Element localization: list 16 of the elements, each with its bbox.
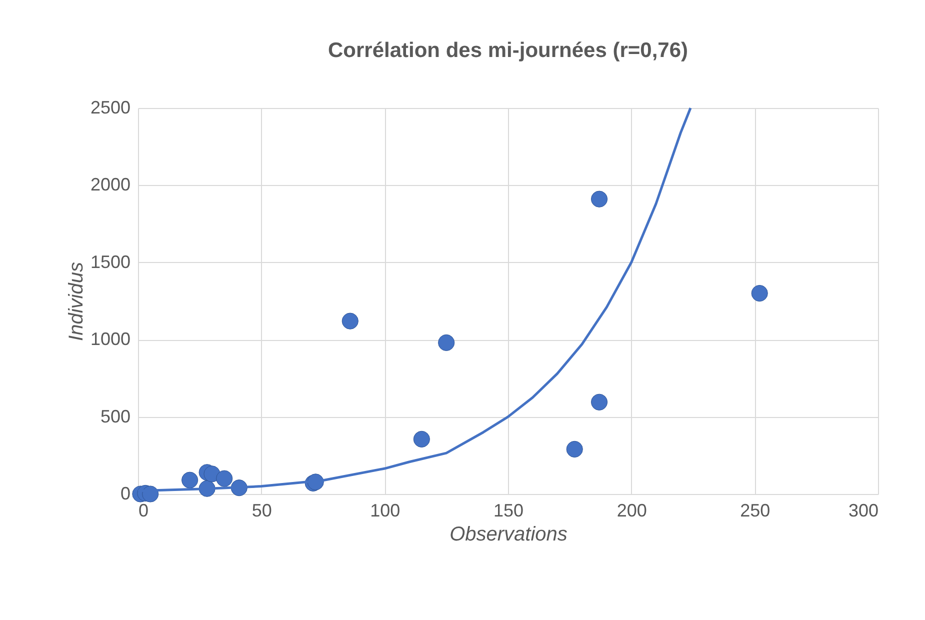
x-tick-label: 100 [370,500,400,520]
x-tick-label: 50 [252,500,272,520]
chart-title: Corrélation des mi-journées (r=0,76) [328,39,688,62]
y-tick-label: 2000 [90,174,130,195]
x-tick-label: 250 [740,500,770,520]
y-tick-label: 1000 [90,329,130,350]
x-axis-title: Observations [450,524,568,546]
y-axis-title: Individus [65,262,88,341]
x-tick-label: 300 [848,500,878,520]
y-tick-label: 1500 [90,252,130,272]
x-tick-label: 0 [138,500,149,520]
x-tick-label: 200 [616,500,647,520]
x-tick-label: 150 [493,500,524,520]
y-tick-label: 500 [100,406,130,426]
y-tick-label: 2500 [90,98,130,118]
y-tick-label: 0 [120,484,130,504]
